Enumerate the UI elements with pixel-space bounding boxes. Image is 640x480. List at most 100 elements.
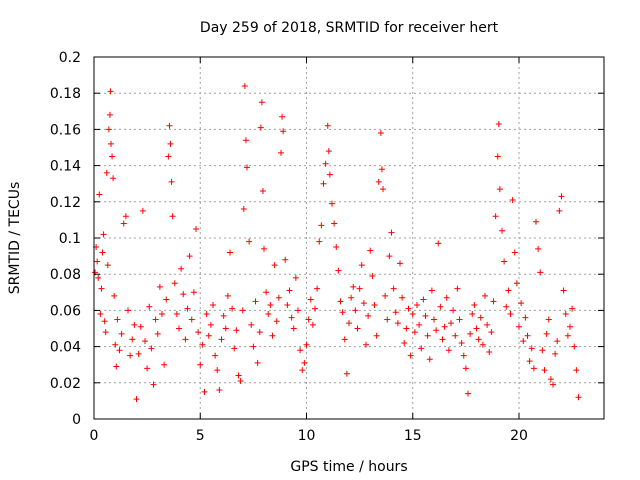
data-point: [380, 186, 386, 193]
data-point: [377, 130, 384, 137]
data-point: [390, 285, 397, 292]
data-point: [324, 122, 331, 129]
data-point: [486, 349, 493, 356]
data-point: [386, 253, 393, 260]
data-point: [335, 267, 342, 274]
data-point: [235, 372, 242, 379]
data-point: [190, 289, 197, 296]
data-point: [263, 289, 270, 296]
data-point: [496, 186, 503, 193]
data-point: [326, 171, 333, 178]
data-point: [363, 341, 369, 348]
data-point: [210, 301, 216, 308]
data-point: [399, 294, 406, 301]
data-point: [309, 321, 316, 328]
data-point: [524, 332, 531, 339]
data-point: [216, 387, 223, 394]
data-point: [365, 312, 372, 319]
data-point: [435, 240, 442, 247]
data-point: [339, 309, 346, 316]
x-tick-label: 0: [90, 428, 99, 444]
data-point: [150, 381, 157, 388]
data-point: [526, 358, 533, 365]
data-point: [352, 307, 359, 314]
data-point: [214, 367, 221, 374]
data-point: [303, 341, 310, 348]
data-point: [146, 303, 153, 310]
data-point: [184, 305, 191, 312]
data-point: [528, 345, 535, 352]
data-point: [420, 296, 427, 303]
data-point: [511, 249, 518, 256]
y-axis-label: SRMTID / TECUs: [7, 182, 23, 295]
data-point: [125, 307, 131, 314]
data-point: [467, 330, 474, 337]
data-point: [131, 321, 138, 328]
data-point: [375, 178, 382, 185]
data-point: [384, 316, 391, 323]
data-point: [499, 227, 505, 234]
data-point: [231, 345, 238, 352]
data-point: [180, 291, 187, 298]
data-point: [341, 336, 348, 343]
data-point: [94, 258, 101, 265]
data-point: [271, 262, 278, 269]
data-point: [104, 262, 111, 269]
data-point: [422, 312, 429, 319]
data-point: [258, 99, 265, 106]
data-point: [388, 229, 395, 236]
data-point: [111, 292, 118, 299]
data-point: [178, 265, 185, 272]
data-point: [564, 332, 571, 339]
data-point: [122, 213, 129, 220]
data-point: [346, 320, 352, 327]
x-tick-label: 15: [404, 428, 422, 444]
data-point: [539, 347, 546, 354]
y-tick-label: 0.2: [59, 50, 81, 66]
data-point: [100, 231, 107, 238]
data-point: [477, 314, 484, 321]
axis-tick-labels: 0 0.02 0.04 0.06 0.08 0.1 0.12 0.14 0.16 0.18 0.2 0…: [50, 50, 528, 444]
data-point: [267, 301, 274, 308]
data-point: [297, 347, 304, 354]
data-point: [426, 356, 433, 363]
data-point: [401, 339, 408, 346]
data-point: [348, 294, 355, 301]
data-point: [259, 187, 266, 194]
data-point: [509, 196, 516, 203]
data-point: [460, 352, 467, 359]
y-tick-label: 0.16: [50, 122, 81, 138]
data-point: [280, 128, 287, 135]
data-point: [558, 193, 565, 200]
data-point: [316, 238, 323, 245]
x-tick-label: 10: [298, 428, 316, 444]
data-point: [475, 336, 482, 343]
data-point: [186, 253, 193, 260]
data-point: [392, 309, 399, 316]
data-point: [137, 323, 144, 330]
data-point: [241, 82, 248, 89]
data-point: [573, 367, 580, 374]
data-point: [246, 238, 253, 245]
data-point: [161, 361, 168, 368]
data-point: [403, 325, 410, 332]
data-point: [220, 312, 227, 319]
data-point: [439, 336, 446, 343]
data-point: [113, 363, 120, 370]
data-point: [552, 350, 559, 357]
data-point: [307, 296, 314, 303]
data-point: [299, 367, 306, 374]
data-point: [469, 311, 476, 318]
data-point: [112, 341, 119, 348]
data-point: [167, 140, 174, 147]
data-point: [257, 124, 264, 131]
data-point: [443, 294, 450, 301]
data-point: [437, 303, 444, 310]
data-point: [101, 318, 108, 325]
data-point: [358, 262, 365, 269]
data-point: [129, 336, 136, 343]
data-point: [290, 325, 297, 332]
data-point: [156, 283, 163, 290]
data-point: [458, 339, 465, 346]
data-point: [99, 249, 106, 256]
